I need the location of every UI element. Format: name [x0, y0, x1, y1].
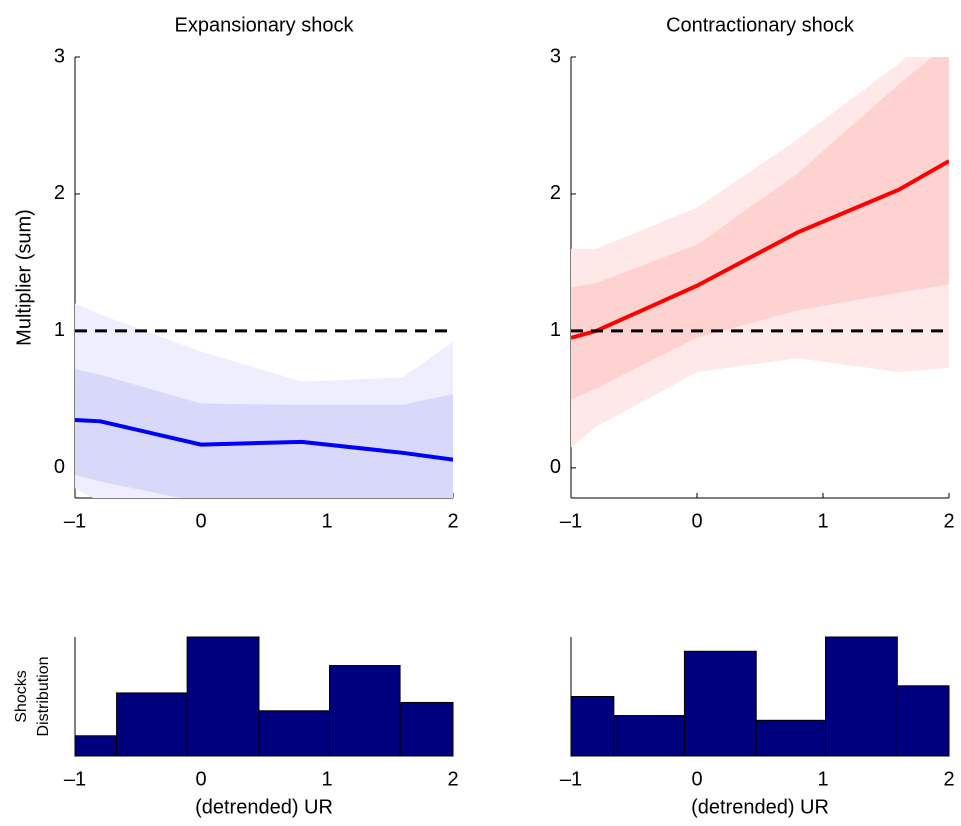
x-tick-label: 2 — [943, 510, 954, 532]
x-tick-label: 2 — [943, 768, 954, 790]
plot-area — [571, 57, 949, 448]
histogram-bar — [74, 735, 118, 757]
y-tick-label: 3 — [54, 45, 65, 67]
y-tick-label: 0 — [550, 456, 561, 478]
x-tick-label: 0 — [195, 768, 206, 790]
y-axis-label: Distribution — [35, 656, 52, 736]
x-axis-label: (detrended) UR — [195, 796, 333, 818]
x-tick-label: 2 — [447, 510, 458, 532]
histogram-bar — [329, 665, 401, 757]
x-tick-label: 2 — [447, 768, 458, 790]
histogram-bar — [825, 636, 898, 757]
histogram-bar — [116, 692, 188, 757]
histogram-bar — [683, 650, 757, 757]
histogram-bar — [613, 715, 685, 757]
y-tick-label: 0 — [54, 456, 65, 478]
plot-area — [75, 303, 453, 498]
x-axis-label: (detrended) UR — [691, 796, 829, 818]
y-tick-label: 2 — [54, 182, 65, 204]
x-tick-label: 1 — [321, 768, 332, 790]
y-tick-label: 2 — [550, 182, 561, 204]
x-tick-label: –1 — [64, 768, 86, 790]
confidence-band — [571, 57, 949, 400]
y-tick-label: 1 — [550, 319, 561, 341]
histogram-bar — [896, 685, 950, 757]
x-tick-label: 1 — [321, 510, 332, 532]
y-axis-label: Multiplier (sum) — [13, 209, 35, 346]
chart-title: Expansionary shock — [175, 14, 355, 36]
x-tick-label: –1 — [560, 510, 582, 532]
x-tick-label: 1 — [817, 510, 828, 532]
y-tick-label: 1 — [54, 319, 65, 341]
x-tick-label: –1 — [560, 768, 582, 790]
line — [75, 417, 453, 462]
histogram-bar — [570, 696, 615, 757]
histogram-bar — [186, 636, 260, 757]
x-tick-label: 0 — [691, 510, 702, 532]
x-tick-label: 0 — [691, 768, 702, 790]
x-tick-label: 0 — [195, 510, 206, 532]
chart-title: Contractionary shock — [666, 14, 855, 36]
histogram-bar — [399, 701, 454, 757]
y-axis-label: Shocks — [13, 670, 30, 722]
histogram-bar — [755, 719, 827, 757]
confidence-band — [75, 369, 453, 498]
histogram-bar — [258, 710, 331, 757]
x-tick-label: 1 — [817, 768, 828, 790]
y-tick-label: 3 — [550, 45, 561, 67]
x-tick-label: –1 — [64, 510, 86, 532]
